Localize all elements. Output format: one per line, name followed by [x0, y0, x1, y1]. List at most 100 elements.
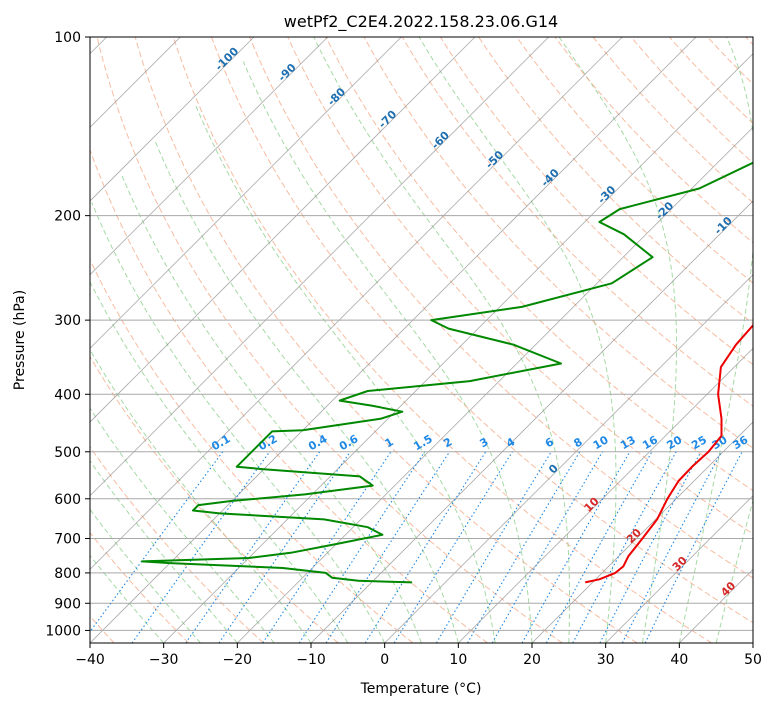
- isotherm: [752, 642, 753, 643]
- moist-adiabat: [120, 173, 422, 643]
- dry-adiabat: [90, 355, 339, 643]
- dry-adiabat: [554, 37, 753, 244]
- temperature-line: [584, 323, 753, 584]
- y-tick-label: 600: [54, 492, 81, 508]
- moist-adiabat: [91, 202, 386, 643]
- y-tick-label: 500: [54, 445, 81, 461]
- x-tick-label: −40: [75, 652, 105, 668]
- mixing-ratio-line: [467, 451, 581, 643]
- dry-adiabat: [90, 445, 264, 643]
- isotherm: [384, 274, 753, 643]
- dry-adiabat: [249, 37, 753, 579]
- mixing-ratio-label: 13: [618, 433, 638, 452]
- mixing-ratio-line: [90, 451, 224, 633]
- dry-adiabat-label: -60: [429, 128, 452, 151]
- x-axis-title: Temperature (°C): [360, 681, 482, 697]
- mixing-ratio-line: [364, 451, 487, 643]
- dewpoint-line: [141, 161, 753, 584]
- mixing-ratio-line: [644, 451, 743, 643]
- isotherm: [163, 53, 753, 643]
- x-tick-label: 10: [449, 652, 467, 668]
- mixing-ratio-label: 0.4: [306, 432, 330, 453]
- mixing-ratio-line: [435, 451, 552, 643]
- mixing-ratio-label: 20: [665, 433, 685, 452]
- y-tick-label: 300: [54, 313, 81, 329]
- mixing-ratio-label: 16: [640, 433, 660, 452]
- dry-adiabat-label: -90: [276, 61, 299, 84]
- mixing-ratio-line: [262, 451, 392, 643]
- moist-adiabat: [558, 37, 678, 643]
- x-tick-label: 0: [380, 652, 389, 668]
- moist-adiabat: [418, 37, 617, 643]
- dry-adiabat: [669, 37, 753, 125]
- mixing-ratio-label: 1: [383, 435, 396, 450]
- isotherm: [90, 37, 697, 643]
- dry-adiabat: [478, 37, 753, 325]
- plot-frame: [89, 36, 754, 644]
- mixing-ratio-label: 0.1: [209, 432, 232, 453]
- dry-adiabat: [90, 531, 190, 643]
- y-axis-title: Pressure (hPa): [12, 290, 28, 390]
- x-tick-label: −10: [296, 652, 326, 668]
- moist-adiabat-label: 30: [670, 554, 690, 574]
- mixing-ratio-line: [521, 451, 631, 643]
- moist-adiabat: [194, 104, 496, 643]
- x-tick-label: 40: [670, 652, 688, 668]
- x-tick-label: 50: [744, 652, 762, 668]
- dry-adiabat: [401, 37, 753, 407]
- mixing-ratio-line: [572, 451, 677, 643]
- dry-adiabat-label: -50: [483, 148, 506, 171]
- isotherm: [90, 37, 549, 497]
- dry-adiabat: [745, 37, 753, 46]
- isotherm: [237, 126, 753, 643]
- mixing-ratio-line: [545, 451, 653, 643]
- y-tick-label: 100: [54, 30, 81, 46]
- y-tick-label: 200: [54, 209, 81, 225]
- y-tick-label: 700: [54, 532, 81, 548]
- dry-adiabat: [439, 37, 753, 366]
- dry-adiabat: [516, 37, 753, 284]
- mixing-ratio-label: 25: [689, 433, 709, 452]
- mixing-ratio-line: [218, 451, 351, 643]
- y-tick-label: 800: [54, 566, 81, 582]
- y-tick-label: 900: [54, 596, 81, 612]
- isotherm: [679, 568, 753, 643]
- isotherm: [90, 37, 476, 423]
- isotherm: [90, 37, 255, 202]
- moist-adiabat: [715, 498, 753, 643]
- moist-adiabat: [90, 508, 201, 643]
- moist-adiabat-label: 20: [624, 526, 644, 546]
- mixing-ratio-label: 8: [571, 435, 584, 450]
- mixing-ratio-label: 1.5: [411, 432, 434, 453]
- dry-adiabat: [90, 258, 414, 643]
- isotherm: [90, 37, 328, 276]
- mixing-ratio-label: 30: [710, 433, 730, 452]
- dry-adiabat-label: -70: [376, 108, 399, 131]
- dry-adiabat-label: -100: [213, 45, 242, 74]
- mixing-ratio-label: 10: [591, 433, 611, 452]
- mixing-ratio-line: [599, 451, 702, 643]
- dry-adiabat: [96, 37, 563, 643]
- isotherm: [531, 421, 753, 643]
- moist-adiabat-label: 10: [582, 494, 602, 514]
- dry-adiabat: [172, 37, 712, 643]
- dry-adiabat: [90, 148, 488, 643]
- isotherm: [458, 347, 753, 643]
- x-tick-label: 20: [523, 652, 541, 668]
- y-tick-label: 1000: [45, 623, 81, 639]
- axis-ticks: −40 −30 −20 −10 0 10 20 30 40 50 1000 900 800 700 600 5…: [45, 30, 762, 668]
- moist-adiabat: [154, 141, 459, 643]
- moist-adiabat: [678, 37, 753, 643]
- dry-adiabat: [134, 37, 638, 643]
- dry-adiabat-label: -20: [653, 199, 676, 222]
- isotherm: [605, 495, 753, 643]
- dry-adiabat: [211, 37, 753, 624]
- isotherm: [90, 37, 623, 570]
- mixing-ratio-label: 36: [730, 433, 750, 452]
- moist-adiabat: [90, 407, 275, 643]
- moist-adiabat: [90, 348, 312, 643]
- mixing-ratio-line: [325, 451, 451, 643]
- data-lines: [141, 161, 753, 584]
- x-tick-label: −20: [223, 652, 253, 668]
- mixing-ratio-line: [298, 451, 426, 643]
